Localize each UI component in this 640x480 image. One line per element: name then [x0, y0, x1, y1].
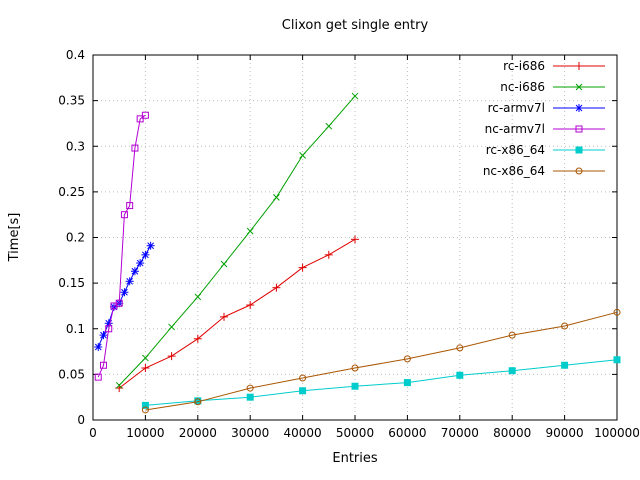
legend-label: rc-x86_64 — [486, 143, 545, 157]
legend-label: rc-i686 — [503, 59, 545, 73]
legend-item-nc-x86_64: nc-x86_64 — [483, 164, 605, 178]
x-tick-label: 30000 — [231, 426, 269, 440]
y-tick-label: 0 — [77, 413, 85, 427]
legend-label: rc-armv7l — [488, 101, 545, 115]
x-tick-label: 100000 — [594, 426, 640, 440]
x-tick-label: 90000 — [546, 426, 584, 440]
y-tick-label: 0.2 — [66, 231, 85, 245]
x-tick-label: 70000 — [441, 426, 479, 440]
x-tick-label: 80000 — [493, 426, 531, 440]
legend-item-nc-i686: nc-i686 — [500, 80, 605, 94]
y-tick-label: 0.3 — [66, 139, 85, 153]
x-tick-label: 40000 — [284, 426, 322, 440]
y-tick-label: 0.35 — [58, 94, 85, 108]
y-tick-label: 0.25 — [58, 185, 85, 199]
series-nc-i686 — [115, 92, 359, 389]
y-tick-label: 0.15 — [58, 276, 85, 290]
series-rc-armv7l — [94, 241, 155, 351]
y-tick-label: 0.05 — [58, 367, 85, 381]
legend-label: nc-i686 — [500, 80, 545, 94]
legend: rc-i686 nc-i686 rc-armv7l nc-armv7l rc-x86_6… — [483, 59, 605, 178]
legend-item-rc-i686: rc-i686 — [503, 59, 605, 73]
legend-item-nc-armv7l: nc-armv7l — [485, 122, 605, 136]
x-axis-label: Entries — [332, 451, 378, 466]
x-tick-label: 60000 — [388, 426, 426, 440]
x-tick-label: 20000 — [179, 426, 217, 440]
series-nc-x86_64 — [141, 308, 621, 414]
legend-item-rc-armv7l: rc-armv7l — [488, 101, 605, 115]
series-nc-armv7l — [94, 111, 149, 381]
legend-label: nc-x86_64 — [483, 164, 545, 178]
chart-title: Clixon get single entry — [281, 18, 429, 33]
axes: 0 10000 20000 30000 40000 50000 60000 70000 8000… — [58, 48, 640, 440]
x-tick-label: 50000 — [336, 426, 374, 440]
series-rc-i686 — [115, 235, 359, 393]
y-tick-label: 0.4 — [66, 48, 85, 62]
y-tick-label: 0.1 — [66, 322, 85, 336]
series-rc-x86_64 — [141, 356, 621, 409]
legend-label: nc-armv7l — [485, 122, 545, 136]
legend-item-rc-x86_64: rc-x86_64 — [486, 143, 605, 157]
x-tick-label: 0 — [89, 426, 97, 440]
x-tick-label: 10000 — [126, 426, 164, 440]
